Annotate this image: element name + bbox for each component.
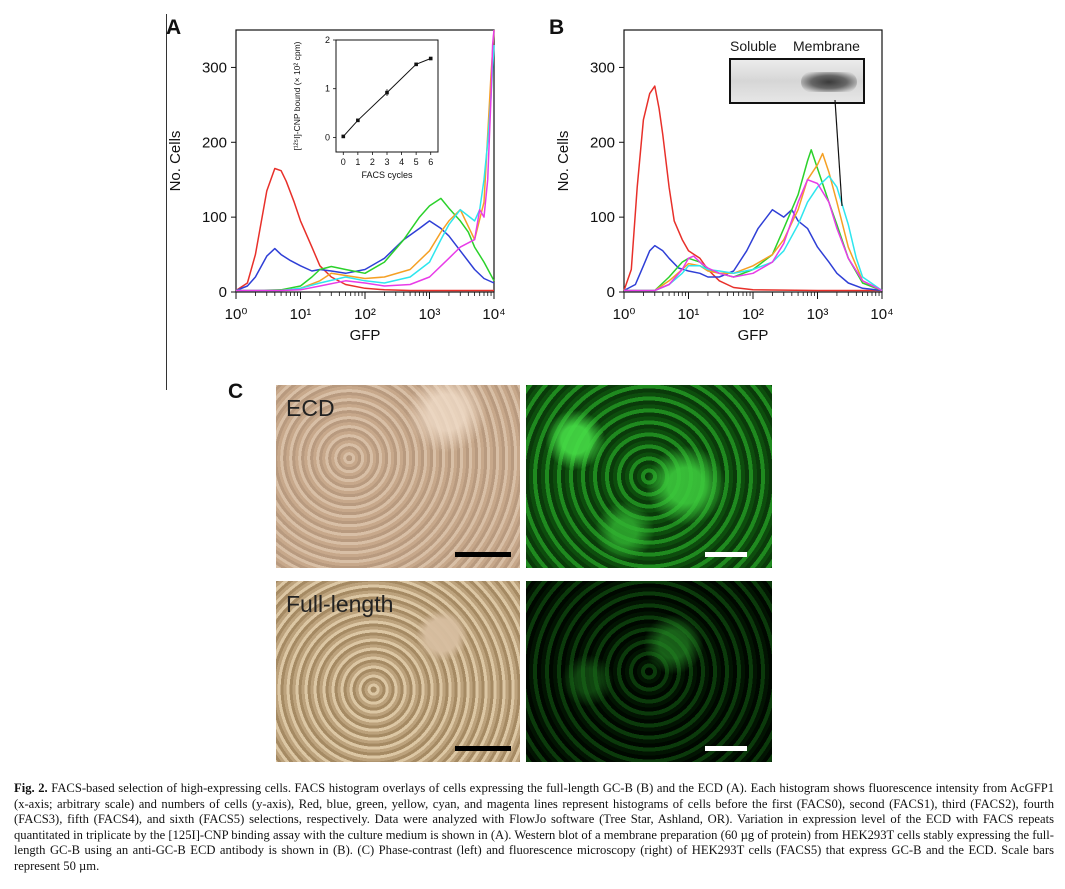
histogram-series-facs2 xyxy=(236,197,495,292)
inset-x-axis-label: FACS cycles xyxy=(361,170,413,180)
y-tick-label: 200 xyxy=(590,134,615,151)
y-tick-label: 300 xyxy=(590,59,615,76)
western-blot-image xyxy=(729,58,865,104)
x-tick-label: 10⁴ xyxy=(870,306,893,323)
inset-x-tick-label: 0 xyxy=(341,157,346,167)
scale-bar xyxy=(705,746,747,751)
caption-label: Fig. 2. xyxy=(14,781,48,795)
blot-band xyxy=(801,72,857,92)
y-tick-label: 0 xyxy=(219,284,227,301)
inset-data-point xyxy=(428,56,433,61)
panel-c-label: C xyxy=(228,380,244,403)
inset-y-tick-label: 2 xyxy=(325,35,330,45)
inset-data-point xyxy=(356,118,360,123)
blot-soluble-label: Soluble xyxy=(730,38,777,54)
y-tick-label: 100 xyxy=(202,209,227,226)
fluorescence-ecd-image xyxy=(526,385,772,568)
inset-x-tick-label: 4 xyxy=(399,157,404,167)
x-tick-label: 10¹ xyxy=(678,306,700,323)
x-tick-label: 10⁴ xyxy=(482,306,505,323)
ecd-label: ECD xyxy=(286,395,335,421)
panel-a-label: A xyxy=(166,16,182,39)
inset-x-tick-label: 2 xyxy=(370,157,375,167)
x-tick-label: 10⁰ xyxy=(613,306,636,323)
scale-bar xyxy=(455,552,511,557)
x-tick-label: 10¹ xyxy=(290,306,312,323)
figure-caption: Fig. 2. FACS-based selection of high-exp… xyxy=(14,781,1054,875)
phase-contrast-ecd-image: ECD xyxy=(276,385,520,568)
inset-x-tick-label: 6 xyxy=(428,157,433,167)
x-axis-label: GFP xyxy=(350,327,381,344)
panel-b-label: B xyxy=(549,16,565,39)
y-axis-label: No. Cells xyxy=(167,131,184,192)
full-length-label: Full-length xyxy=(286,591,394,617)
y-tick-label: 200 xyxy=(202,134,227,151)
histogram-series-facs5 xyxy=(624,178,883,292)
x-tick-label: 10³ xyxy=(419,306,441,323)
inset-y-tick-label: 1 xyxy=(325,84,330,94)
y-axis-label: No. Cells xyxy=(555,131,572,192)
blot-membrane-label: Membrane xyxy=(793,38,860,54)
histogram-series-facs0 xyxy=(623,85,882,292)
y-tick-label: 300 xyxy=(202,59,227,76)
x-tick-label: 10⁰ xyxy=(225,306,248,323)
scale-bar xyxy=(705,552,747,557)
blot-pointer-line xyxy=(834,100,843,207)
y-tick-label: 0 xyxy=(607,284,615,301)
histogram-series-facs5 xyxy=(236,29,495,292)
x-tick-label: 10³ xyxy=(807,306,829,323)
histogram-series-facs3 xyxy=(624,152,883,292)
histogram-series-facs4 xyxy=(236,44,495,292)
x-tick-label: 10² xyxy=(354,306,376,323)
inset-y-axis-label: [¹²⁵I]-CNP bound (× 10² cpm) xyxy=(292,41,302,150)
y-tick-label: 100 xyxy=(590,209,615,226)
phase-contrast-full-length-image: Full-length xyxy=(276,581,520,762)
fluorescence-full-length-image xyxy=(526,581,772,762)
inset-x-tick-label: 3 xyxy=(384,157,389,167)
figure-divider-line xyxy=(166,14,167,390)
scale-bar xyxy=(455,746,511,751)
inset-y-tick-label: 0 xyxy=(325,132,330,142)
x-tick-label: 10² xyxy=(742,306,764,323)
histogram-chart-b: 0 100 200 300 10⁰ 10¹ 10² 10³ 10⁴ GFP No. Cells xyxy=(555,29,894,344)
inset-data-point xyxy=(341,134,346,139)
caption-text: FACS-based selection of high-expressing … xyxy=(14,781,1055,873)
inset-data-point xyxy=(414,62,418,67)
histogram-series-facs0 xyxy=(235,167,494,292)
inset-x-tick-label: 1 xyxy=(355,157,360,167)
inset-data-point xyxy=(385,90,389,95)
histogram-series-facs1 xyxy=(623,208,883,292)
x-axis-label: GFP xyxy=(738,327,769,344)
histogram-series-facs1 xyxy=(235,220,495,292)
inset-x-tick-label: 5 xyxy=(414,157,419,167)
